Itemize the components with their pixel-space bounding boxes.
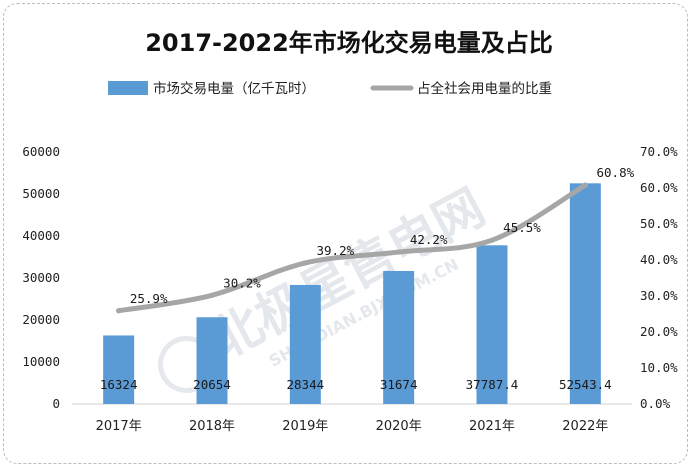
- bar: [569, 183, 601, 404]
- line-data-labels: 25.9% 30.2% 39.2% 42.2% 45.5% 60.8%: [130, 165, 635, 306]
- chart-frame: 北极星售电网 SHOUDIAN.BJX.COM.CN 2017-2022年市场化…: [3, 3, 688, 464]
- y-left-tick-label: 50000: [22, 186, 60, 201]
- legend: 市场交易电量（亿千瓦时） 占全社会用电量的比重: [108, 80, 552, 97]
- x-tick-label: 2022年: [562, 419, 608, 434]
- bar-value-label: 28344: [287, 377, 325, 392]
- x-tick-label: 2018年: [189, 419, 235, 434]
- x-tick-label: 2020年: [376, 419, 422, 434]
- y-right-tick-label: 0.0%: [640, 396, 671, 411]
- y-right-tick-label: 10.0%: [640, 360, 678, 375]
- bar: [289, 284, 321, 404]
- bar-value-label: 52543.4: [559, 377, 612, 392]
- legend-label-line: 占全社会用电量的比重: [417, 80, 552, 97]
- bar: [476, 245, 508, 404]
- x-tick-label: 2021年: [469, 419, 515, 434]
- legend-label-bar: 市场交易电量（亿千瓦时）: [153, 80, 315, 97]
- y-left-tick-label: 10000: [22, 354, 60, 369]
- y-left-tick-label: 40000: [22, 228, 60, 243]
- series-line: [116, 182, 588, 314]
- y-axis-right: 0.0% 10.0% 20.0% 30.0% 40.0% 50.0% 60.0% 70.0%: [640, 144, 678, 411]
- y-left-tick-label: 0: [52, 396, 60, 411]
- line-point: [582, 182, 588, 188]
- y-right-tick-label: 70.0%: [640, 144, 678, 159]
- y-right-tick-label: 30.0%: [640, 288, 678, 303]
- y-right-tick-label: 20.0%: [640, 324, 678, 339]
- line-value-label: 30.2%: [223, 275, 261, 290]
- y-axis-left: 0 10000 20000 30000 40000 50000 60000: [22, 144, 60, 411]
- x-axis: 2017年 2018年 2019年 2020年 2021年 2022年: [96, 419, 609, 434]
- x-tick-label: 2019年: [282, 419, 328, 434]
- y-right-tick-label: 50.0%: [640, 216, 678, 231]
- bar-value-label: 37787.4: [466, 377, 519, 392]
- x-tick-label: 2017年: [96, 419, 142, 434]
- line-value-label: 60.8%: [597, 165, 635, 180]
- bar: [383, 270, 415, 404]
- line-series: [116, 182, 588, 314]
- line-point: [302, 260, 308, 266]
- y-left-tick-label: 20000: [22, 312, 60, 327]
- line-value-label: 42.2%: [410, 232, 448, 247]
- y-right-tick-label: 40.0%: [640, 252, 678, 267]
- y-left-tick-label: 60000: [22, 144, 60, 159]
- bar-value-label: 20654: [193, 377, 231, 392]
- bar: [196, 317, 228, 404]
- bar-value-label: 31674: [380, 377, 418, 392]
- bar-series: [103, 183, 601, 404]
- line-value-label: 45.5%: [503, 220, 541, 235]
- legend-swatch-bar: [108, 81, 148, 95]
- line-point: [396, 249, 402, 255]
- line-point: [116, 308, 122, 314]
- bar-data-labels: 16324 20654 28344 31674 37787.4 52543.4: [100, 377, 612, 392]
- bar-value-label: 16324: [100, 377, 138, 392]
- line-value-label: 25.9%: [130, 291, 168, 306]
- chart-title: 2017-2022年市场化交易电量及占比: [145, 29, 553, 57]
- y-left-tick-label: 30000: [22, 270, 60, 285]
- bar: [103, 335, 135, 404]
- line-point: [209, 292, 215, 298]
- y-right-tick-label: 60.0%: [640, 180, 678, 195]
- line-point: [489, 237, 495, 243]
- line-value-label: 39.2%: [317, 243, 355, 258]
- chart-canvas: 北极星售电网 SHOUDIAN.BJX.COM.CN 2017-2022年市场化…: [22, 29, 678, 434]
